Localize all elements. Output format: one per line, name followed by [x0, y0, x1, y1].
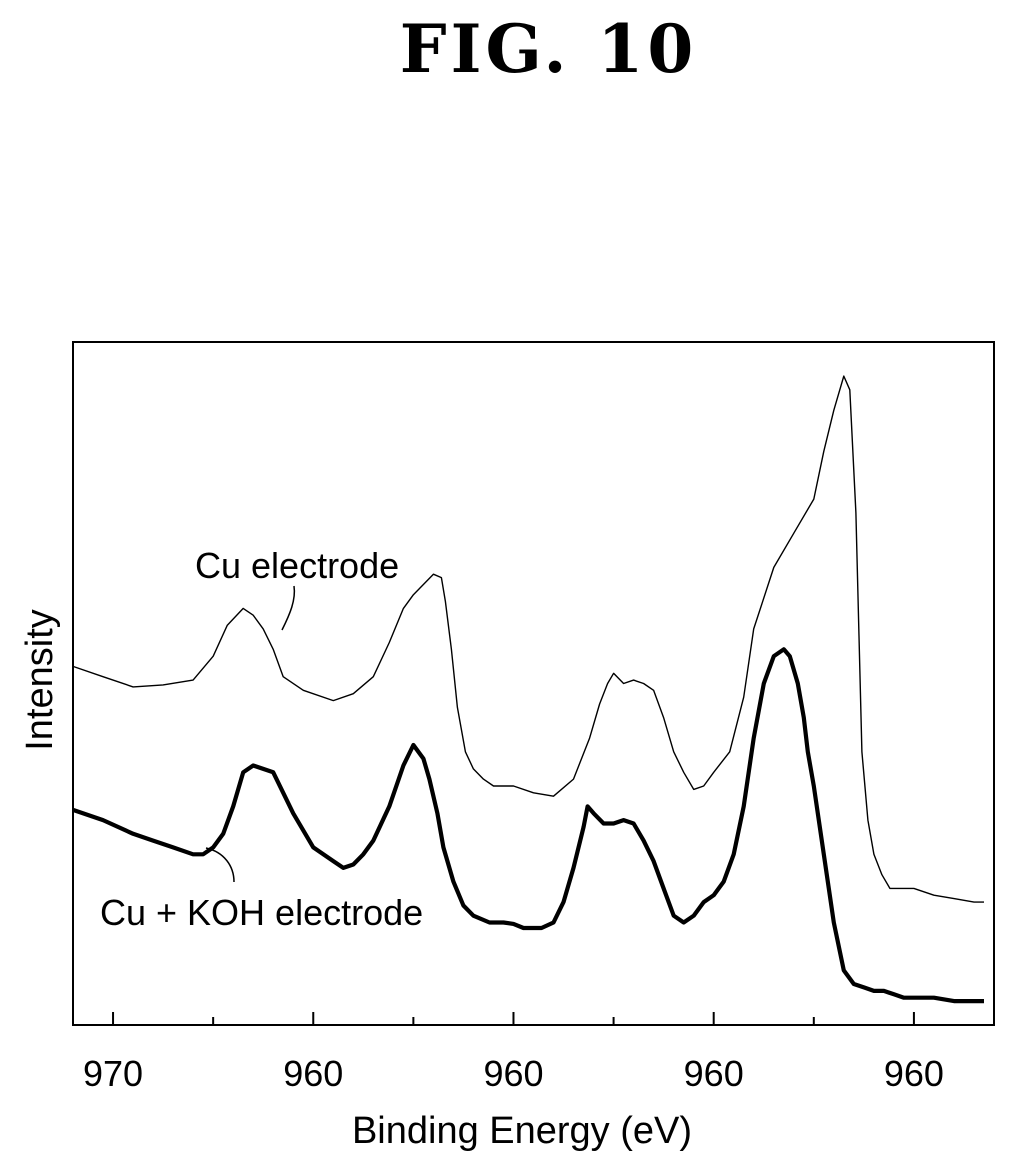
x-tick-label: 960 — [283, 1053, 343, 1094]
x-axis-ticks — [112, 1012, 915, 1025]
annotation-leader-cu-electrode — [281, 585, 296, 631]
x-tick-label: 960 — [884, 1053, 944, 1094]
y-axis-label: Intensity — [19, 609, 61, 751]
series-line-cu-electrode — [72, 375, 984, 903]
plot-frame — [72, 341, 995, 1026]
x-tick-label: 970 — [83, 1053, 143, 1094]
annotation-cu-electrode: Cu electrode — [195, 545, 399, 586]
x-axis-label: Binding Energy (eV) — [352, 1110, 692, 1152]
annotation-cu-koh-electrode: Cu + KOH electrode — [100, 892, 423, 933]
x-tick-label: 960 — [483, 1053, 543, 1094]
figure-label: FIG. 10 — [399, 10, 698, 88]
annotation-leader-cu-koh-electrode — [205, 847, 235, 883]
x-axis-tick-labels: 970 960 960 960 960 — [83, 1053, 944, 1094]
x-tick-label: 960 — [684, 1053, 744, 1094]
series-line-cu-koh-electrode — [72, 647, 984, 1004]
